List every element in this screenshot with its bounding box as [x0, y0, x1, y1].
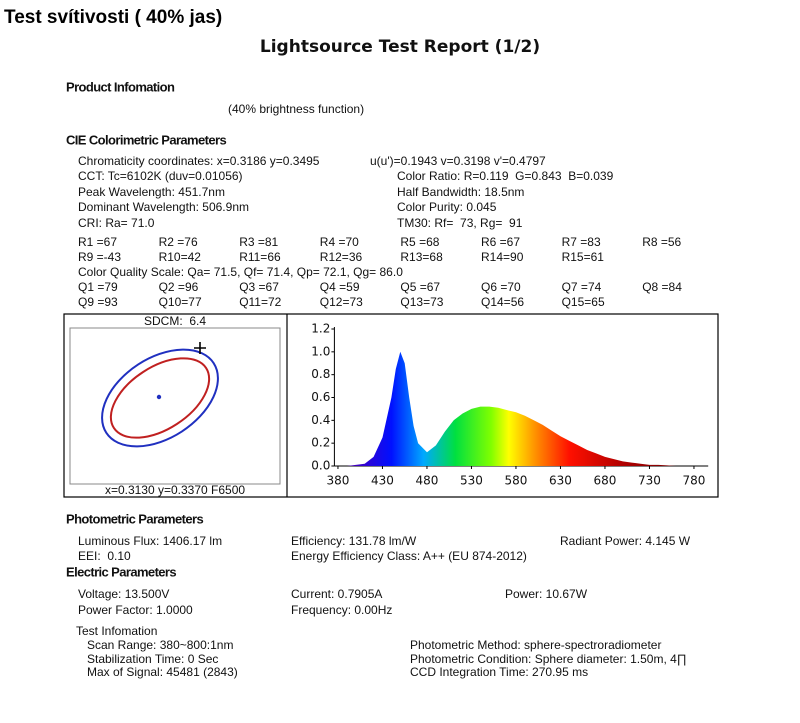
index-value: R8 =56	[642, 235, 681, 249]
y-tick-label: 0.0	[311, 459, 330, 473]
y-tick-label: 0.2	[311, 436, 330, 450]
chart-frame	[63, 313, 719, 498]
index-value: Q12=73	[320, 295, 363, 309]
y-tick-label: 0.8	[311, 367, 330, 381]
index-value: Q2 =96	[159, 280, 199, 294]
product-note: (40% brightness function)	[228, 102, 364, 116]
cie-parameter: Peak Wavelength: 451.7nm	[78, 185, 225, 199]
cie-parameter: Chromaticity coordinates: x=0.3186 y=0.3…	[78, 154, 320, 168]
photometric-parameter: Energy Efficiency Class: A++ (EU 874-201…	[291, 549, 527, 563]
index-value: Q7 =74	[562, 280, 602, 294]
photometric-parameter: EEI: 0.10	[78, 549, 131, 563]
index-value: R12=36	[320, 250, 363, 264]
photometric-parameter: Luminous Flux: 1406.17 lm	[78, 534, 222, 548]
sdcm-plot-frame	[69, 327, 281, 485]
index-value: Q5 =67	[400, 280, 440, 294]
test-info-item: Photometric Method: sphere-spectroradiom…	[410, 638, 661, 652]
index-value: Q9 =93	[78, 295, 118, 309]
index-value: R7 =83	[562, 235, 601, 249]
index-value: R13=68	[400, 250, 443, 264]
index-value: R15=61	[562, 250, 605, 264]
photometric-parameter: Efficiency: 131.78 lm/W	[291, 534, 417, 548]
index-value: Q14=56	[481, 295, 524, 309]
cie-parameter: TM30: Rf= 73, Rg= 91	[397, 216, 523, 230]
test-info-item: Max of Signal: 45481 (2843)	[87, 665, 238, 679]
y-tick-label: 0.6	[311, 390, 330, 404]
electric-parameter: Power: 10.67W	[505, 587, 588, 601]
photometric-parameter: Radiant Power: 4.145 W	[560, 534, 691, 548]
test-info-item: Scan Range: 380~800:1nm	[87, 638, 233, 652]
section-heading: Photometric Parameters	[66, 511, 203, 526]
index-value: Q13=73	[400, 295, 443, 309]
index-value: R14=90	[481, 250, 524, 264]
sdcm-outer-ellipse	[101, 348, 219, 448]
index-value: R5 =68	[400, 235, 439, 249]
x-tick-label: 530	[460, 474, 483, 488]
sdcm-inner-ellipse	[109, 357, 211, 439]
index-value: Q3 =67	[239, 280, 279, 294]
test-info-item: Photometric Condition: Sphere diameter: …	[410, 652, 687, 666]
electric-parameter: Power Factor: 1.0000	[78, 603, 193, 617]
index-value: Q6 =70	[481, 280, 521, 294]
cqs-summary: Color Quality Scale: Qa= 71.5, Qf= 71.4,…	[78, 265, 403, 279]
x-tick-label: 430	[371, 474, 394, 488]
x-tick-label: 380	[327, 474, 350, 488]
test-info-heading: Test Infomation	[76, 624, 157, 638]
x-tick-label: 630	[549, 474, 572, 488]
index-value: Q10=77	[159, 295, 202, 309]
x-tick-label: 580	[505, 474, 528, 488]
cie-parameter: Half Bandwidth: 18.5nm	[397, 185, 524, 199]
section-heading: CIE Colorimetric Parameters	[66, 132, 226, 147]
y-tick-label: 1.2	[311, 322, 330, 336]
y-tick-label: 1.0	[311, 344, 330, 358]
cie-parameter: Color Ratio: R=0.119 G=0.843 B=0.039	[397, 169, 614, 183]
sdcm-sample-cross	[194, 342, 206, 354]
test-info-item: CCD Integration Time: 270.95 ms	[410, 665, 588, 679]
index-value: R11=66	[239, 250, 281, 264]
cie-parameter: CCT: Tc=6102K (duv=0.01056)	[78, 169, 243, 183]
cie-parameter: CRI: Ra= 71.0	[78, 216, 155, 230]
sdcm-label: SDCM: 6.4	[144, 314, 206, 328]
page-title: Test svítivosti ( 40% jas)	[4, 7, 222, 28]
cie-parameter: Dominant Wavelength: 506.9nm	[78, 200, 249, 214]
sdcm-coordinates: x=0.3130 y=0.3370 F6500	[105, 483, 245, 497]
electric-parameter: Current: 0.7905A	[291, 587, 382, 601]
index-value: Q8 =84	[642, 280, 682, 294]
index-value: R1 =67	[78, 235, 117, 249]
x-tick-label: 780	[683, 474, 706, 488]
index-value: R9 =-43	[78, 250, 121, 264]
x-tick-label: 480	[416, 474, 439, 488]
cie-parameter: u(u')=0.1943 v=0.3198 v'=0.4797	[370, 154, 546, 168]
cie-parameter: Color Purity: 0.045	[397, 200, 497, 214]
index-value: Q1 =79	[78, 280, 118, 294]
electric-parameter: Voltage: 13.500V	[78, 587, 169, 601]
electric-parameter: Frequency: 0.00Hz	[291, 603, 392, 617]
y-tick-label: 0.4	[311, 413, 330, 427]
index-value: R2 =76	[159, 235, 198, 249]
report-title: Lightsource Test Report (1/2)	[260, 37, 540, 57]
index-value: Q4 =59	[320, 280, 360, 294]
index-value: Q15=65	[562, 295, 605, 309]
x-tick-label: 730	[638, 474, 661, 488]
test-info-item: Stabilization Time: 0 Sec	[87, 652, 218, 666]
index-value: R10=42	[159, 250, 202, 264]
index-value: R6 =67	[481, 235, 520, 249]
sdcm-center-dot	[156, 394, 162, 400]
spectrum-area	[338, 351, 694, 466]
index-value: R4 =70	[320, 235, 359, 249]
section-heading: Electric Parameters	[66, 564, 176, 579]
index-value: Q11=72	[239, 295, 281, 309]
section-heading: Product Infomation	[66, 79, 175, 94]
x-tick-label: 680	[594, 474, 617, 488]
index-value: R3 =81	[239, 235, 278, 249]
